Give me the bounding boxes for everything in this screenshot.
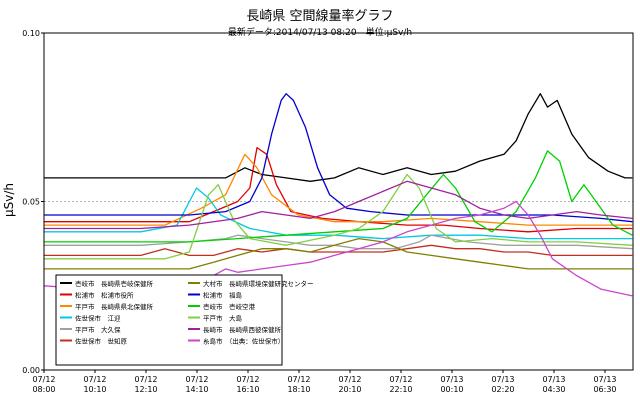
legend-label-3: 佐世保市 江迎	[75, 314, 121, 323]
x-tick-date-3: 07/12	[185, 375, 208, 384]
legend-label-0: 壱岐市 長崎県壱岐保健所	[75, 279, 154, 288]
x-tick-date-2: 07/12	[134, 375, 157, 384]
legend-label-6: 大村市 長崎県環境保健研究センター	[203, 279, 314, 288]
chart-subtitle: 最新データ:2014/07/13 08:20 単位:μSv/h	[228, 26, 412, 38]
y-axis-label: μSv/h	[2, 183, 16, 217]
x-tick-date-8: 07/13	[440, 375, 463, 384]
series-line-6	[44, 237, 633, 270]
x-tick-date-10: 07/13	[542, 375, 565, 384]
x-tick-date-5: 07/12	[287, 375, 310, 384]
y-tick-label-0: 0.00	[22, 366, 40, 375]
legend-label-5: 佐世保市 世知原	[75, 337, 128, 346]
series-line-2	[44, 153, 633, 226]
x-tick-time-1: 10:10	[83, 385, 106, 394]
legend-label-2: 平戸市 長崎県県北保健所	[75, 302, 154, 311]
chart-title: 長崎県 空間線量率グラフ	[246, 8, 393, 24]
legend-label-1: 松浦市 松浦市役所	[75, 291, 134, 300]
legend-box	[55, 274, 283, 366]
x-tick-time-0: 08:00	[32, 385, 55, 394]
legend-label-7: 松浦市 福島	[203, 291, 243, 300]
series-line-3	[44, 187, 633, 240]
x-tick-time-8: 00:10	[440, 385, 463, 394]
x-tick-time-3: 14:10	[185, 385, 208, 394]
x-tick-date-6: 07/12	[338, 375, 361, 384]
series-line-10	[44, 180, 633, 230]
series-line-9	[44, 173, 633, 260]
x-tick-time-10: 04:30	[542, 385, 565, 394]
legend-label-10: 長崎市 長崎県西彼保健所	[203, 325, 282, 334]
legend-label-9: 平戸市 大島	[203, 314, 243, 323]
x-tick-date-0: 07/12	[32, 375, 55, 384]
x-tick-time-4: 16:10	[236, 385, 259, 394]
x-tick-date-4: 07/12	[236, 375, 259, 384]
x-tick-time-7: 22:10	[389, 385, 412, 394]
x-tick-date-7: 07/12	[389, 375, 412, 384]
y-tick-label-1: 0.05	[22, 198, 40, 207]
legend-label-4: 平戸市 大久保	[75, 325, 121, 334]
series-line-8	[44, 150, 633, 243]
series-line-7	[44, 93, 633, 223]
x-tick-date-11: 07/13	[593, 375, 616, 384]
y-tick-label-2: 0.10	[22, 29, 40, 38]
x-tick-time-9: 02:20	[491, 385, 514, 394]
x-tick-time-5: 18:10	[287, 385, 310, 394]
series-line-0	[44, 93, 633, 182]
x-tick-time-6: 20:10	[338, 385, 361, 394]
x-tick-time-11: 06:30	[593, 385, 616, 394]
x-tick-date-1: 07/12	[83, 375, 106, 384]
x-tick-time-2: 12:10	[134, 385, 157, 394]
legend-label-8: 壱岐市 壱岐空港	[203, 302, 256, 311]
x-tick-date-9: 07/13	[491, 375, 514, 384]
legend-label-11: 糸島市 （出典：佐世保市）	[203, 337, 284, 346]
